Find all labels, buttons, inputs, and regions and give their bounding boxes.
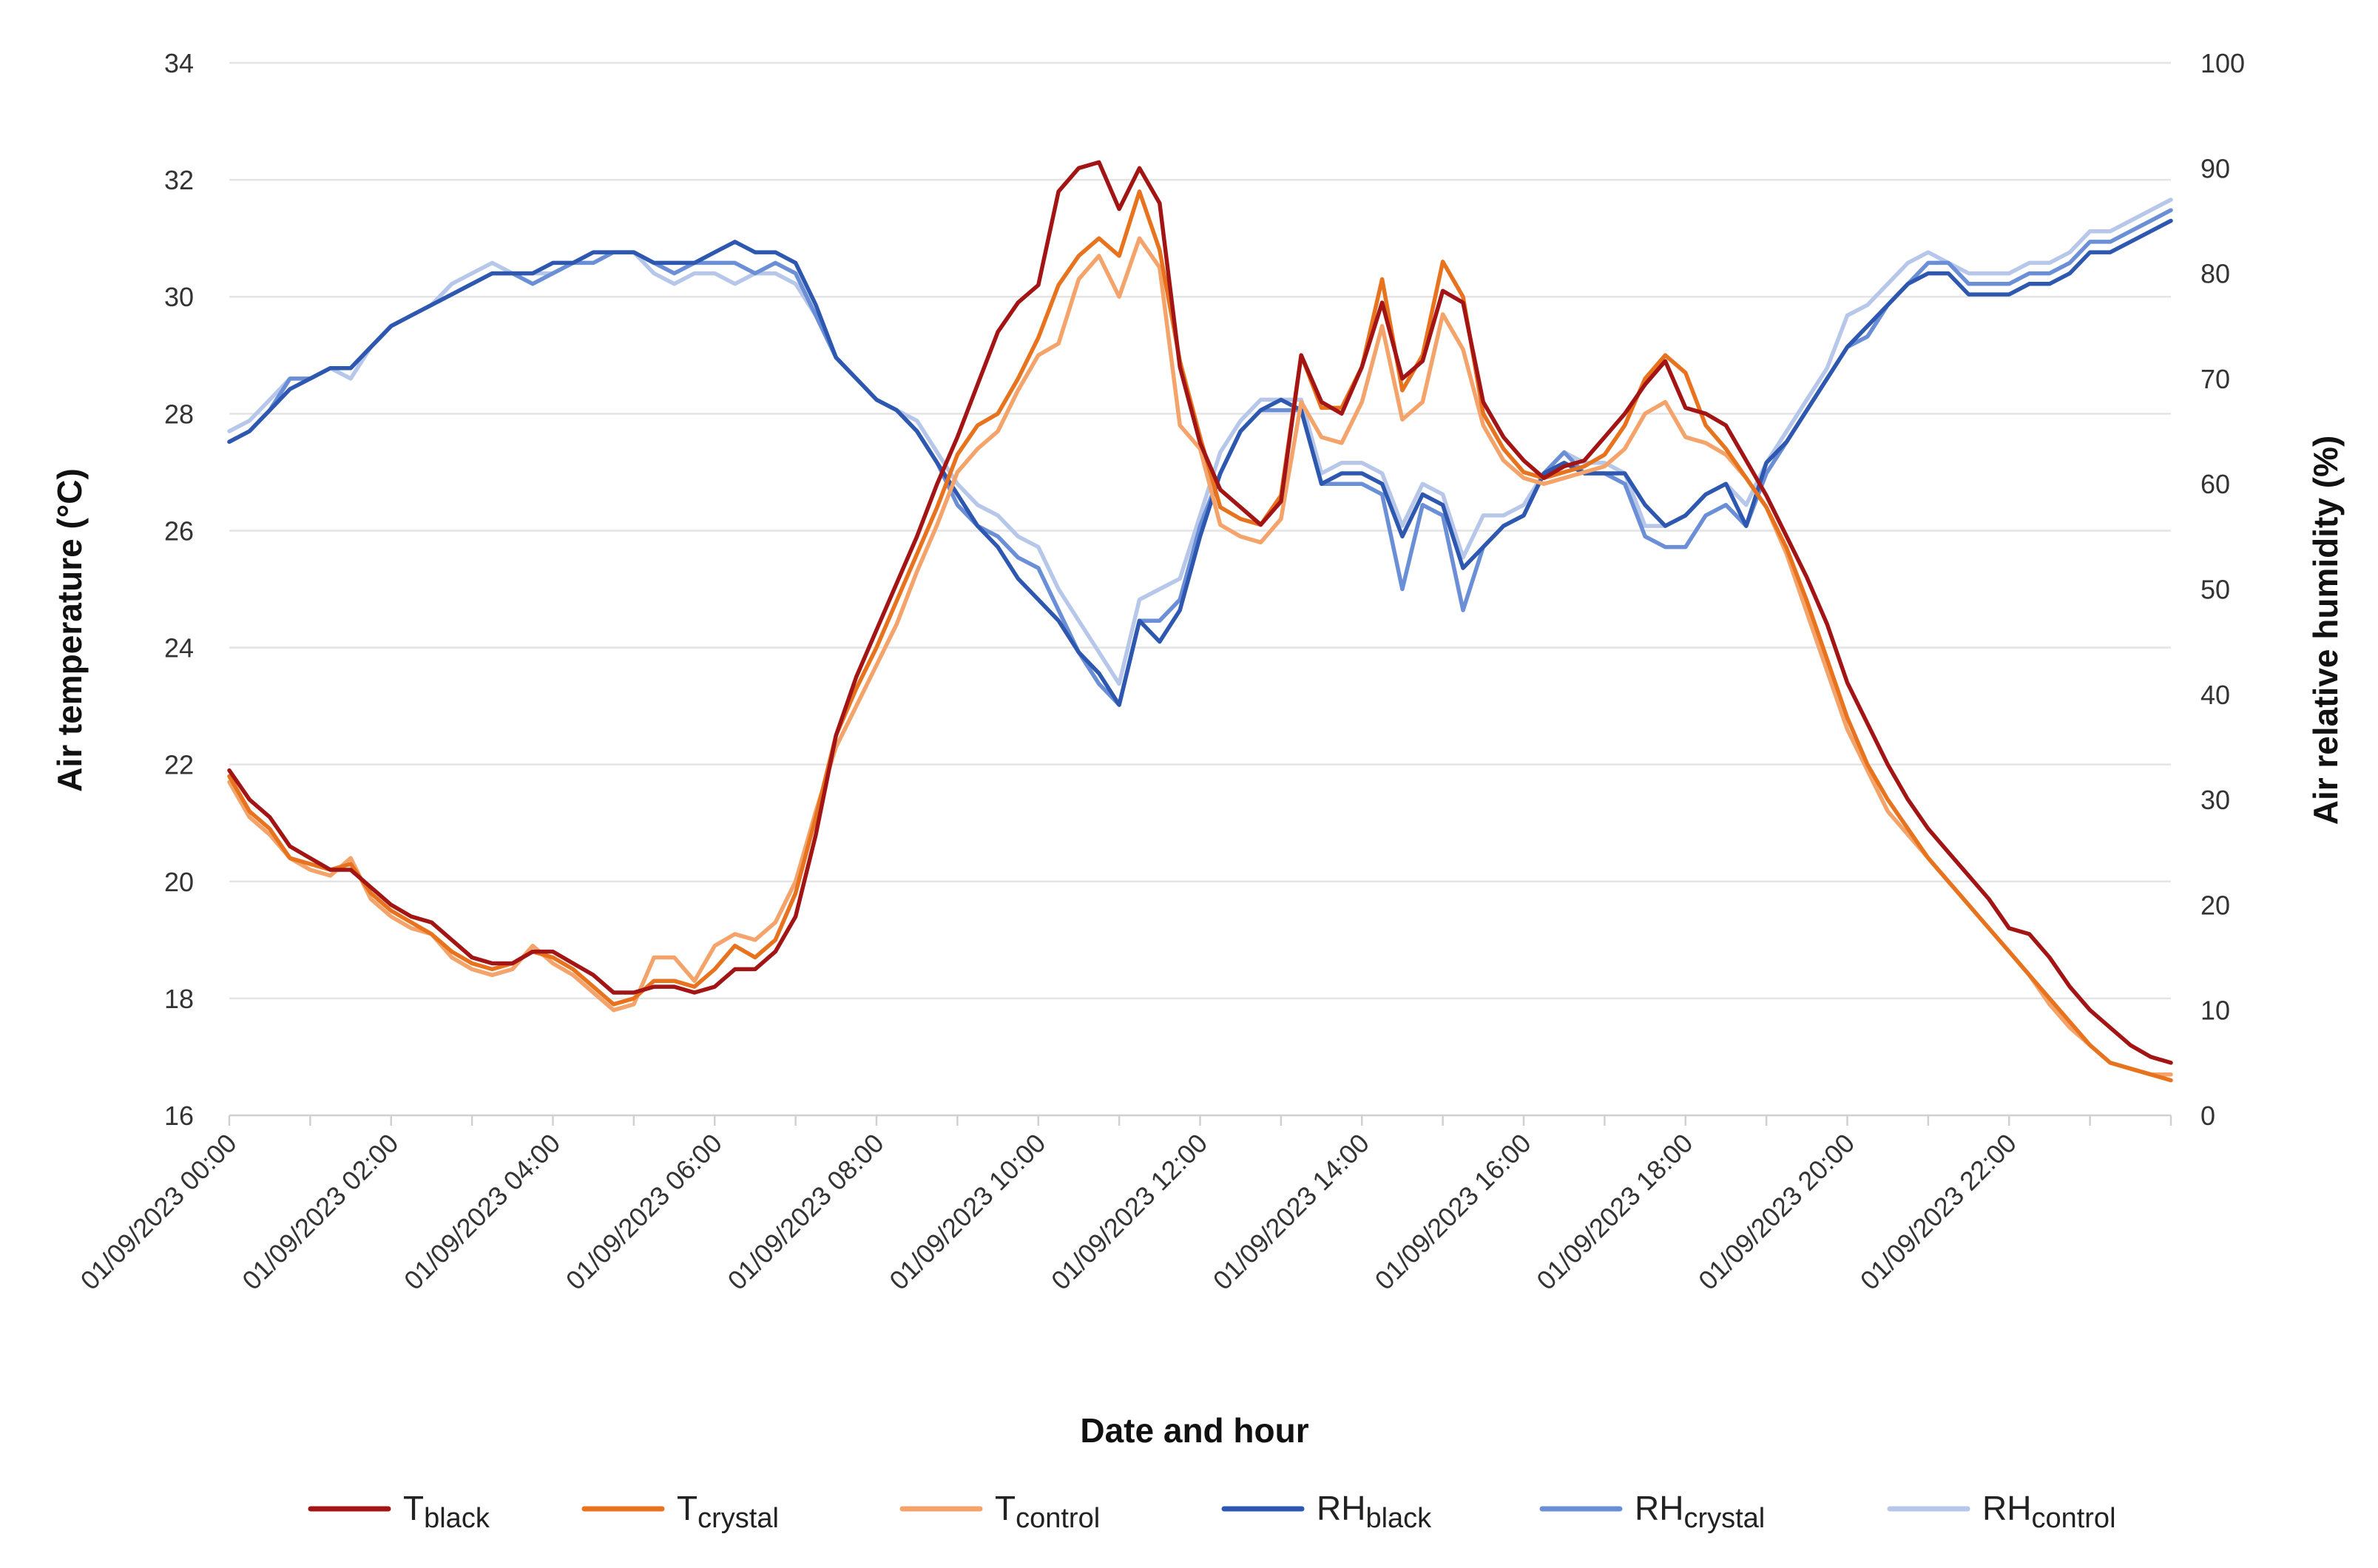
left-y-tick-label: 32 xyxy=(164,165,194,195)
legend-label-rh-black: RHblack xyxy=(1317,1489,1432,1534)
left-y-tick-label: 26 xyxy=(164,516,194,546)
x-tick-label: 01/09/2023 12:00 xyxy=(1045,1128,1213,1296)
series-lines xyxy=(227,160,2173,1083)
series-line-t-black xyxy=(227,160,2173,1065)
series-line-t-crystal xyxy=(227,189,2173,1083)
right-y-tick-label: 80 xyxy=(2200,259,2230,289)
left-y-tick-labels: 16 18 20 22 24 26 28 30 32 34 xyxy=(164,48,194,1131)
x-tick-label: 01/09/2023 20:00 xyxy=(1692,1128,1860,1296)
right-y-tick-label: 30 xyxy=(2200,785,2230,815)
legend-label-t-control: Tcontrol xyxy=(995,1489,1100,1534)
legend-label-rh-control: RHcontrol xyxy=(1982,1489,2116,1534)
x-tick-label: 01/09/2023 14:00 xyxy=(1207,1128,1375,1296)
right-y-tick-label: 0 xyxy=(2200,1101,2215,1131)
right-y-tick-label: 100 xyxy=(2200,48,2245,78)
legend: Tblack Tcrystal Tcontrol RHblack RHcrystal RH… xyxy=(308,1489,2116,1534)
left-y-tick-label: 20 xyxy=(164,867,194,897)
x-tick-label: 01/09/2023 06:00 xyxy=(560,1128,728,1296)
series-line-rh-black xyxy=(227,218,2173,707)
x-tick-label: 01/09/2023 18:00 xyxy=(1530,1128,1698,1296)
right-y-tick-label: 20 xyxy=(2200,890,2230,920)
legend-label-rh-crystal: RHcrystal xyxy=(1635,1489,1765,1534)
x-tick-label: 01/09/2023 08:00 xyxy=(721,1128,889,1296)
x-tick-label: 01/09/2023 00:00 xyxy=(74,1128,242,1296)
right-y-axis-title: Air relative humidity (%) xyxy=(2306,436,2345,825)
series-line-t-control xyxy=(227,236,2173,1077)
right-y-tick-label: 90 xyxy=(2200,153,2230,183)
x-tick-label: 01/09/2023 10:00 xyxy=(883,1128,1051,1296)
right-y-tick-label: 70 xyxy=(2200,364,2230,394)
legend-label-t-black: Tblack xyxy=(403,1489,490,1534)
left-y-tick-label: 30 xyxy=(164,282,194,312)
left-y-tick-label: 34 xyxy=(164,48,194,78)
left-y-tick-label: 18 xyxy=(164,984,194,1014)
x-tick-label: 01/09/2023 02:00 xyxy=(236,1128,404,1296)
gridlines xyxy=(228,61,2172,1126)
right-y-tick-label: 10 xyxy=(2200,996,2230,1026)
right-y-tick-labels: 0 10 20 30 40 50 60 70 80 90 100 xyxy=(2200,48,2245,1131)
left-y-tick-label: 22 xyxy=(164,750,194,780)
x-tick-label: 01/09/2023 22:00 xyxy=(1854,1128,2022,1296)
series-line-rh-crystal xyxy=(227,208,2173,707)
legend-label-t-crystal: Tcrystal xyxy=(677,1489,779,1534)
x-tick-label: 01/09/2023 04:00 xyxy=(398,1128,566,1296)
x-tick-label: 01/09/2023 16:00 xyxy=(1368,1128,1536,1296)
right-y-tick-label: 50 xyxy=(2200,575,2230,605)
left-y-axis-title: Air temperature (°C) xyxy=(50,468,89,792)
left-y-tick-label: 24 xyxy=(164,633,194,663)
left-y-tick-label: 16 xyxy=(164,1101,194,1131)
left-y-tick-label: 28 xyxy=(164,399,194,429)
x-axis-title: Date and hour xyxy=(1080,1411,1308,1450)
right-y-tick-label: 40 xyxy=(2200,680,2230,710)
right-y-tick-label: 60 xyxy=(2200,469,2230,499)
